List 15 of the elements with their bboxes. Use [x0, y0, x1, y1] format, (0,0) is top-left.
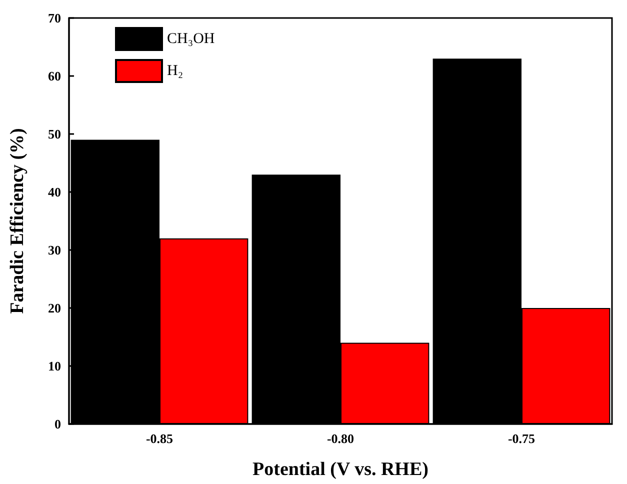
legend-label: CH₃OH [167, 31, 215, 47]
y-tick-label: 70 [48, 10, 61, 26]
x-tick-label: -0.85 [146, 431, 174, 446]
legend-label: H₂ [167, 63, 184, 79]
y-tick-label: 0 [54, 416, 61, 432]
y-tick-label: 50 [48, 126, 61, 142]
x-tick-label: -0.75 [508, 431, 536, 446]
y-tick-label: 10 [48, 358, 61, 374]
y-axis-title: Faradic Efficiency (%) [7, 128, 28, 314]
y-tick-label: 40 [48, 184, 61, 200]
y-tick-label: 30 [48, 242, 61, 258]
x-axis-title: Potential (V vs. RHE) [252, 459, 428, 480]
y-tick-label: 20 [48, 300, 61, 316]
y-tick-label: 60 [48, 68, 61, 84]
x-tick-label: -0.80 [326, 431, 354, 446]
